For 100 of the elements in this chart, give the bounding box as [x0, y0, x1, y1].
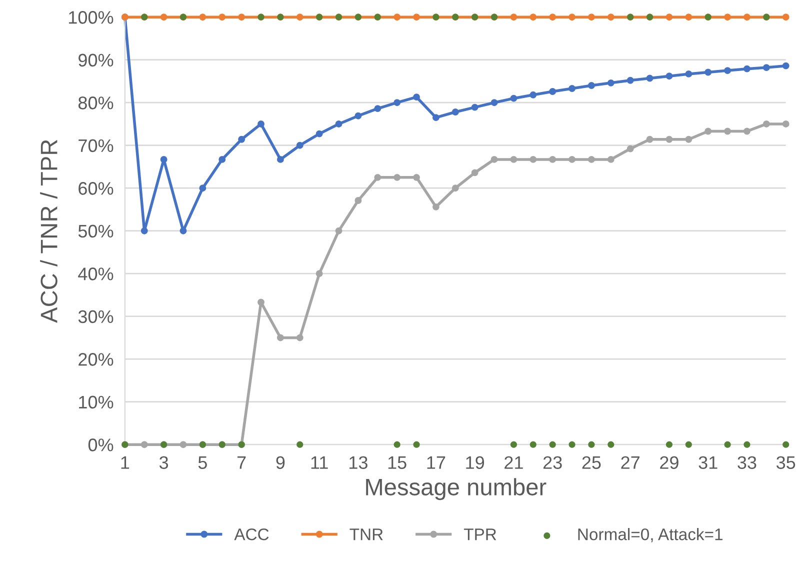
point: [510, 156, 518, 163]
x-tick-label: 31: [698, 456, 718, 469]
point: [471, 104, 478, 111]
point: [394, 99, 401, 106]
point: [510, 94, 518, 102]
point: [588, 441, 595, 448]
point: [374, 174, 382, 181]
point: [568, 14, 576, 21]
point: [762, 120, 770, 128]
point: [452, 108, 459, 116]
legend-label: TPR: [464, 528, 496, 540]
point: [530, 14, 537, 21]
point: [394, 14, 401, 21]
point: [510, 441, 517, 448]
point: [335, 227, 342, 234]
y-tick-label: 80%: [78, 96, 114, 110]
x-tick-label: 17: [427, 456, 446, 469]
point: [782, 62, 790, 70]
point: [180, 441, 187, 448]
legend-label: TNR: [350, 528, 383, 540]
point: [276, 334, 284, 342]
y-tick-label: 90%: [78, 54, 114, 67]
point: [782, 120, 790, 128]
point: [744, 65, 750, 72]
point: [549, 441, 556, 448]
x-tick-label: 11: [311, 456, 328, 469]
point: [510, 14, 518, 21]
point: [724, 67, 732, 74]
point: [140, 441, 148, 448]
point: [744, 128, 750, 135]
point: [568, 85, 576, 92]
point: [607, 14, 614, 21]
point: [782, 14, 790, 21]
point: [471, 169, 478, 176]
point: [316, 270, 323, 278]
y-tick-label: 70%: [78, 139, 114, 152]
x-tick-label: 21: [504, 456, 523, 469]
x-tick-label: 13: [350, 456, 368, 469]
legend-label: Normal=0, Attack=1: [578, 528, 722, 542]
point: [607, 79, 614, 86]
point: [549, 14, 556, 21]
point: [666, 136, 673, 143]
point: [704, 68, 712, 76]
point: [490, 156, 498, 163]
point: [160, 156, 168, 163]
point: [685, 14, 692, 21]
point: [607, 156, 614, 163]
point: [258, 298, 264, 306]
x-tick-label: 23: [543, 456, 562, 469]
point: [724, 14, 732, 21]
x-tick-label: 3: [159, 456, 168, 469]
x-tick-label: 15: [388, 456, 406, 469]
point: [685, 70, 692, 78]
point: [568, 441, 576, 448]
point: [296, 14, 304, 21]
legend-label: ACC: [234, 528, 269, 540]
point: [354, 112, 362, 120]
x-axis-title: Message number: [366, 478, 546, 500]
point: [530, 91, 537, 98]
x-tick-label: 25: [582, 456, 601, 469]
x-tick-label: 27: [621, 456, 640, 469]
point: [588, 14, 595, 21]
point: [413, 14, 420, 21]
point: [646, 136, 654, 143]
point: [413, 441, 420, 448]
point: [782, 441, 790, 448]
point: [724, 128, 732, 135]
point: [316, 130, 323, 138]
point: [296, 142, 304, 149]
point: [238, 14, 246, 21]
point: [199, 14, 206, 21]
y-tick-label: 0%: [88, 438, 114, 452]
y-tick-label: 100%: [69, 11, 114, 24]
point: [608, 441, 614, 448]
x-tick-label: 33: [738, 456, 756, 469]
point: [588, 156, 595, 163]
x-tick-label: 35: [776, 456, 796, 469]
point: [296, 441, 304, 448]
y-tick-label: 10%: [79, 396, 114, 409]
point: [354, 197, 362, 204]
point: [140, 227, 148, 234]
point: [413, 174, 420, 181]
point: [394, 441, 400, 448]
point: [432, 203, 440, 210]
point: [646, 74, 654, 82]
point: [530, 441, 536, 448]
y-axis-title: ACC / TNR / TPR: [40, 140, 58, 323]
point: [432, 114, 440, 122]
point: [704, 128, 712, 135]
point: [490, 99, 498, 106]
point: [744, 14, 750, 21]
point: [413, 94, 420, 101]
point: [374, 105, 382, 112]
y-tick-label: 40%: [78, 268, 114, 280]
point: [666, 72, 673, 80]
point: [626, 145, 634, 152]
point: [218, 156, 226, 163]
point: [218, 14, 226, 21]
point: [160, 14, 168, 21]
point: [180, 227, 187, 234]
